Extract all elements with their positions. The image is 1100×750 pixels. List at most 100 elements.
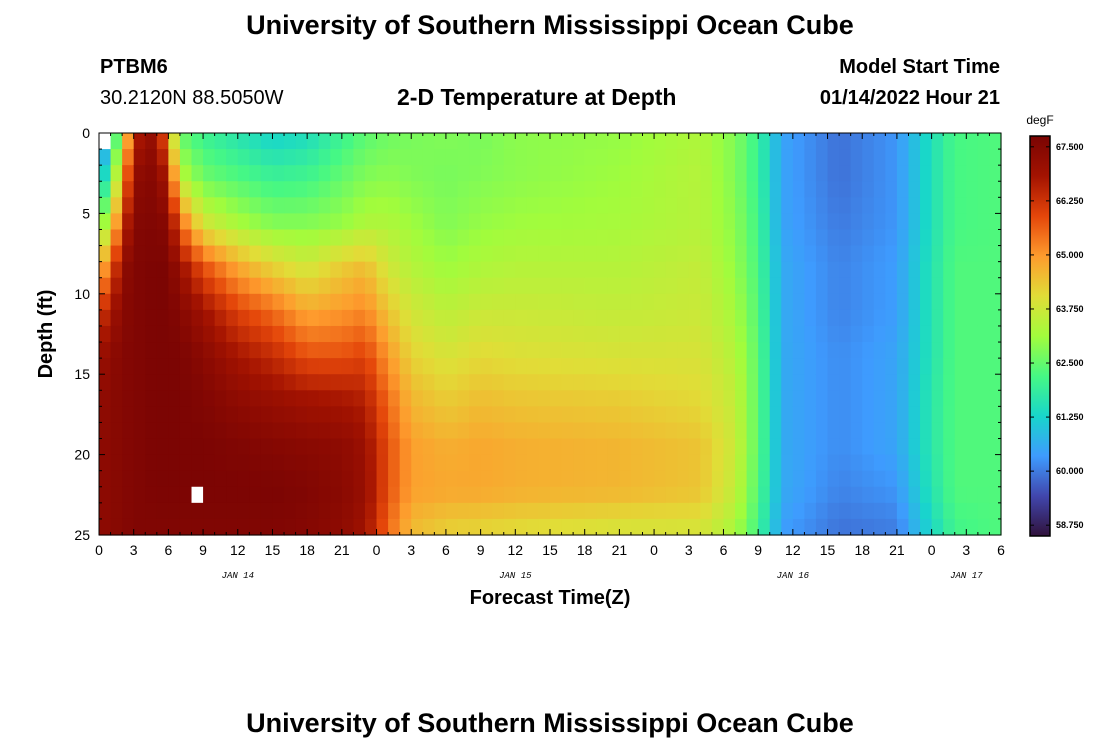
heatmap-cell [237, 374, 250, 391]
heatmap-cell [538, 181, 551, 198]
heatmap-cell [711, 374, 725, 391]
heatmap-cell [827, 229, 840, 247]
heatmap-cell [596, 293, 609, 311]
heatmap-cell [804, 325, 817, 343]
x-axis-label: Forecast Time(Z) [470, 587, 631, 609]
heatmap-cell [758, 165, 771, 182]
heatmap-cell [654, 149, 667, 166]
heatmap-cell [804, 406, 817, 424]
heatmap-cell [191, 438, 204, 456]
heatmap-cell [179, 197, 193, 214]
heatmap-cell [191, 374, 204, 391]
heatmap-cell [665, 325, 678, 343]
heatmap-cell [607, 181, 620, 198]
heatmap-cell [607, 229, 620, 247]
colorbar-label: 61.250 [1056, 412, 1084, 422]
heatmap-cell [168, 406, 181, 424]
heatmap-cell [839, 325, 852, 343]
heatmap-cell [920, 197, 933, 214]
heatmap-cell [619, 406, 632, 424]
heatmap-cell [966, 229, 979, 247]
heatmap-cell [989, 518, 1002, 536]
heatmap-cell [688, 486, 701, 504]
heatmap-cell [99, 342, 112, 359]
heatmap-cell [480, 470, 493, 488]
heatmap-cell [133, 229, 146, 247]
heatmap-cell [422, 374, 435, 391]
heatmap-cell [596, 518, 609, 536]
heatmap-cell [260, 454, 274, 472]
y-tick-label: 0 [82, 125, 90, 141]
heatmap-cell [885, 406, 898, 424]
heatmap-cell [122, 325, 135, 343]
heatmap-cell [376, 438, 389, 456]
heatmap-cell [110, 502, 123, 520]
heatmap-cell [954, 454, 967, 472]
heatmap-cell [122, 390, 135, 407]
heatmap-cell [376, 197, 389, 214]
heatmap-cell [145, 422, 158, 440]
heatmap-cell [862, 181, 875, 198]
heatmap-cell [503, 470, 516, 488]
heatmap-cell [850, 438, 863, 456]
heatmap-cell [480, 165, 493, 182]
heatmap-cell [677, 213, 690, 231]
heatmap-cell [989, 245, 1002, 263]
heatmap-cell [596, 165, 609, 182]
heatmap-cell [364, 261, 378, 279]
heatmap-cell [364, 374, 378, 391]
heatmap-cell [827, 518, 840, 536]
heatmap-cell [711, 309, 725, 327]
heatmap-cell [700, 325, 713, 343]
heatmap-cell [804, 133, 817, 150]
heatmap-cell [677, 197, 690, 214]
heatmap-cell [503, 293, 516, 311]
heatmap-cell [792, 390, 806, 407]
heatmap-cell [908, 245, 921, 263]
heatmap-cell [746, 422, 759, 440]
heatmap-cell [677, 518, 690, 536]
heatmap-cell [133, 406, 146, 424]
heatmap-cell [885, 422, 898, 440]
x-tick-label: 12 [508, 542, 524, 558]
heatmap-cell [249, 261, 262, 279]
heatmap-cell [561, 358, 574, 375]
heatmap-cell [769, 245, 782, 263]
heatmap-cell [353, 293, 366, 311]
heatmap-cell [179, 342, 193, 359]
heatmap-cell [908, 358, 921, 375]
heatmap-cell [330, 486, 343, 504]
heatmap-cell [746, 213, 759, 231]
heatmap-cell [480, 229, 493, 247]
heatmap-cell [573, 422, 586, 440]
heatmap-cell [966, 149, 979, 166]
heatmap-cell [295, 358, 308, 375]
heatmap-cell [99, 470, 112, 488]
heatmap-cell [804, 277, 817, 295]
heatmap-cell [931, 261, 944, 279]
heatmap-cell [827, 181, 840, 198]
heatmap-cell [723, 277, 736, 295]
heatmap-cell [411, 133, 424, 150]
heatmap-cell [966, 358, 979, 375]
heatmap-cell [191, 502, 204, 520]
heatmap-cell [920, 342, 933, 359]
heatmap-cell [769, 325, 782, 343]
heatmap-cell [735, 293, 748, 311]
heatmap-cell [885, 502, 898, 520]
heatmap-cell [931, 213, 944, 231]
heatmap-cell [110, 293, 123, 311]
heatmap-cell [469, 181, 482, 198]
heatmap-cell [145, 133, 158, 150]
heatmap-cell [862, 422, 875, 440]
heatmap-cell [364, 470, 378, 488]
heatmap-cell [862, 438, 875, 456]
heatmap-cell [920, 277, 933, 295]
heatmap-cell [99, 518, 112, 536]
heatmap-cell [110, 261, 123, 279]
heatmap-cell [954, 181, 967, 198]
heatmap-cell [688, 245, 701, 263]
heatmap-cell [469, 406, 482, 424]
heatmap-cell [989, 358, 1002, 375]
heatmap-cell [920, 486, 933, 504]
